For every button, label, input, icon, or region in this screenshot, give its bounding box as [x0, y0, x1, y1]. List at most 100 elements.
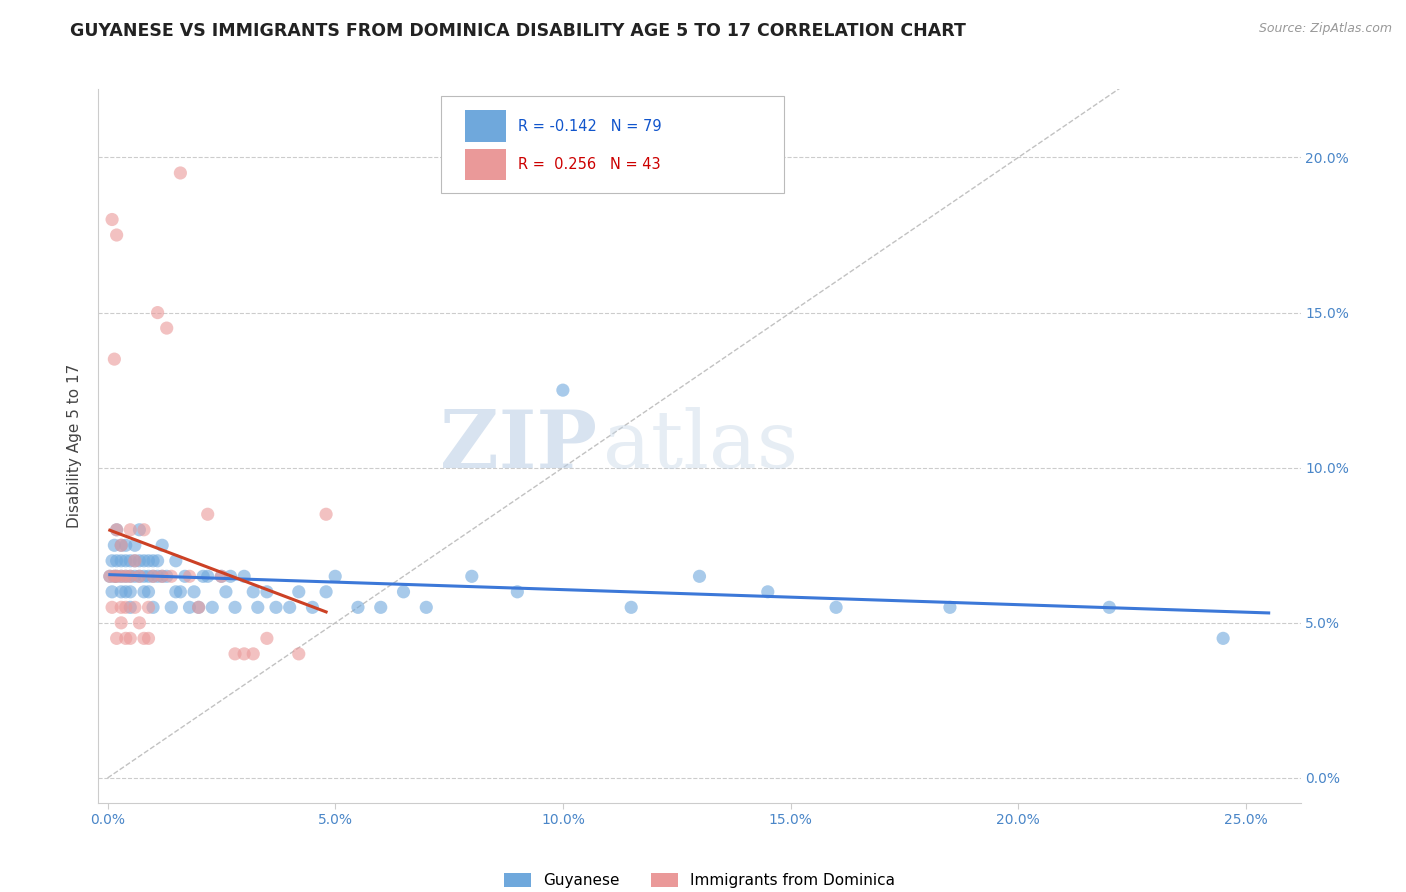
- Point: [103, 569, 125, 583]
- Point: [128, 615, 150, 630]
- Point: [242, 647, 264, 661]
- Point: [191, 569, 214, 583]
- Point: [174, 569, 197, 583]
- Point: [110, 554, 132, 568]
- Text: Source: ZipAtlas.com: Source: ZipAtlas.com: [1258, 22, 1392, 36]
- Point: [105, 227, 128, 242]
- Point: [132, 632, 155, 646]
- Point: [124, 554, 146, 568]
- Point: [138, 554, 160, 568]
- Point: [215, 584, 238, 599]
- Point: [315, 584, 337, 599]
- Point: [156, 569, 179, 583]
- FancyBboxPatch shape: [441, 96, 783, 193]
- Point: [142, 569, 165, 583]
- Point: [110, 538, 132, 552]
- Point: [620, 600, 643, 615]
- Point: [124, 538, 146, 552]
- Point: [209, 569, 232, 583]
- Point: [105, 523, 128, 537]
- Point: [103, 569, 125, 583]
- Text: R = -0.142   N = 79: R = -0.142 N = 79: [517, 119, 662, 134]
- Point: [301, 600, 323, 615]
- Point: [138, 584, 160, 599]
- Point: [103, 538, 125, 552]
- Point: [150, 538, 173, 552]
- Point: [114, 569, 136, 583]
- Point: [183, 584, 205, 599]
- Point: [132, 554, 155, 568]
- Point: [224, 647, 246, 661]
- Point: [110, 615, 132, 630]
- Point: [105, 554, 128, 568]
- Point: [101, 584, 124, 599]
- Point: [120, 569, 142, 583]
- Point: [146, 569, 169, 583]
- Point: [506, 584, 529, 599]
- Point: [124, 554, 146, 568]
- Point: [165, 554, 187, 568]
- Point: [120, 554, 142, 568]
- Point: [242, 584, 264, 599]
- Point: [110, 569, 132, 583]
- Point: [179, 569, 201, 583]
- Point: [756, 584, 779, 599]
- Point: [150, 569, 173, 583]
- FancyBboxPatch shape: [465, 149, 506, 180]
- Point: [114, 538, 136, 552]
- Point: [110, 584, 132, 599]
- Point: [105, 569, 128, 583]
- Point: [160, 600, 183, 615]
- Point: [347, 600, 370, 615]
- Point: [256, 632, 278, 646]
- Point: [392, 584, 415, 599]
- Point: [201, 600, 224, 615]
- Point: [101, 600, 124, 615]
- Point: [138, 600, 160, 615]
- Point: [124, 600, 146, 615]
- Point: [209, 569, 232, 583]
- Point: [120, 632, 142, 646]
- Point: [156, 321, 179, 335]
- Point: [120, 523, 142, 537]
- Point: [132, 523, 155, 537]
- Point: [110, 538, 132, 552]
- Point: [287, 584, 309, 599]
- Point: [124, 569, 146, 583]
- Point: [1098, 600, 1121, 615]
- Text: atlas: atlas: [603, 407, 799, 485]
- Point: [120, 584, 142, 599]
- Point: [219, 569, 242, 583]
- Point: [165, 584, 187, 599]
- Point: [114, 569, 136, 583]
- Text: R =  0.256   N = 43: R = 0.256 N = 43: [517, 157, 661, 172]
- Point: [551, 383, 574, 397]
- Point: [128, 523, 150, 537]
- Point: [114, 600, 136, 615]
- Point: [264, 600, 287, 615]
- Point: [101, 554, 124, 568]
- FancyBboxPatch shape: [465, 111, 506, 142]
- Point: [160, 569, 183, 583]
- Point: [105, 569, 128, 583]
- Point: [150, 569, 173, 583]
- Point: [287, 647, 309, 661]
- Point: [120, 569, 142, 583]
- Point: [179, 600, 201, 615]
- Point: [1212, 632, 1234, 646]
- Y-axis label: Disability Age 5 to 17: Disability Age 5 to 17: [67, 364, 83, 528]
- Point: [315, 508, 337, 522]
- Point: [114, 554, 136, 568]
- Point: [825, 600, 848, 615]
- Point: [688, 569, 710, 583]
- Point: [197, 508, 219, 522]
- Point: [103, 352, 125, 367]
- Point: [142, 600, 165, 615]
- Point: [224, 600, 246, 615]
- Point: [132, 584, 155, 599]
- Point: [98, 569, 121, 583]
- Point: [120, 600, 142, 615]
- Point: [146, 554, 169, 568]
- Point: [233, 647, 256, 661]
- Text: ZIP: ZIP: [440, 407, 598, 485]
